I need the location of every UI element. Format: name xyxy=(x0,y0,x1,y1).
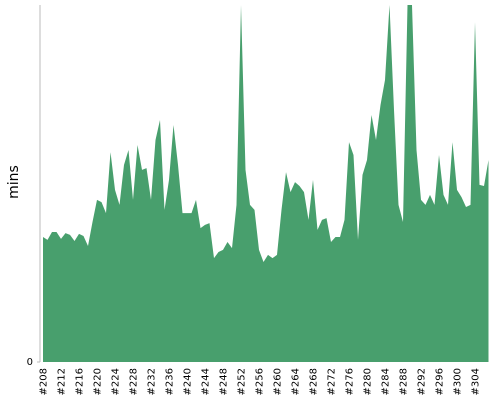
x-tick-label: #260 xyxy=(273,368,284,395)
x-tick-label: #248 xyxy=(219,368,230,395)
x-tick-label: #264 xyxy=(291,368,302,395)
y-axis-label: mins xyxy=(6,165,22,199)
area xyxy=(43,5,489,362)
x-tick-label: #212 xyxy=(57,368,68,395)
x-tick-label: #220 xyxy=(93,368,104,395)
x-tick-label: #208 xyxy=(39,368,50,395)
x-tick-label: #300 xyxy=(453,368,464,395)
x-tick-label: #224 xyxy=(111,368,122,395)
x-tick-label: #228 xyxy=(129,368,140,395)
x-tick-label: #272 xyxy=(327,368,338,395)
x-tick-label: #292 xyxy=(417,368,428,395)
x-tick-label: #256 xyxy=(255,368,266,395)
y-tick-label: 0 xyxy=(27,357,33,368)
x-tick-label: #280 xyxy=(363,368,374,395)
x-tick-label: #276 xyxy=(345,368,356,395)
x-tick-label: #240 xyxy=(183,368,194,395)
x-tick-label: #304 xyxy=(471,368,482,395)
x-tick-label: #232 xyxy=(147,368,158,395)
x-tick-label: #244 xyxy=(201,368,212,395)
x-tick-label: #288 xyxy=(399,368,410,395)
x-tick-label: #284 xyxy=(381,368,392,395)
x-tick-label: #252 xyxy=(237,368,248,395)
x-tick-label: #216 xyxy=(75,368,86,395)
x-tick-label: #268 xyxy=(309,368,320,395)
x-tick-label: #296 xyxy=(435,368,446,395)
x-tick-label: #236 xyxy=(165,368,176,395)
